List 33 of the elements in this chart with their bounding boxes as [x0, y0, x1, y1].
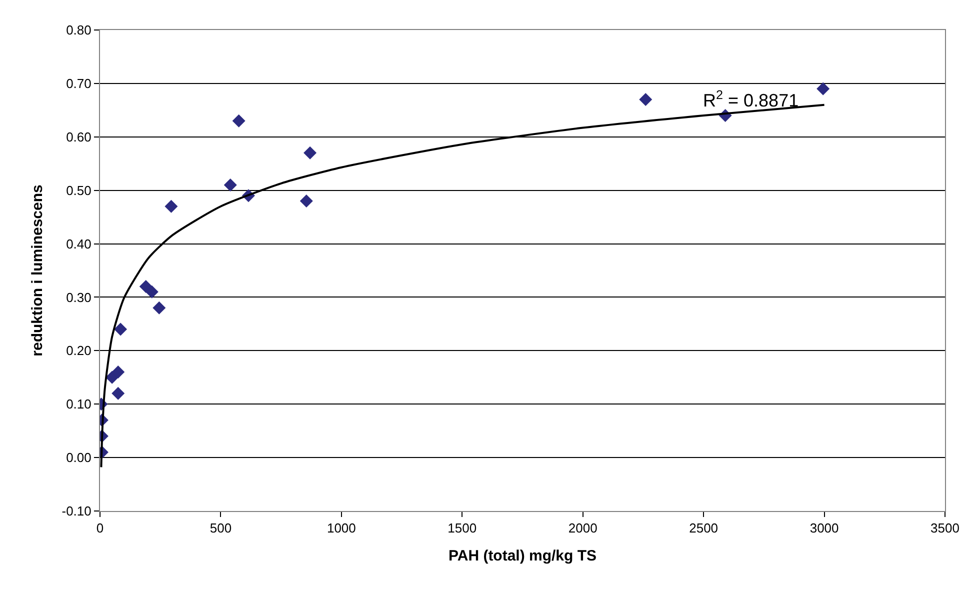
x-tick-label: 3000 [810, 520, 839, 536]
x-tick-label: 500 [210, 520, 232, 536]
y-tick-label: 0.60 [66, 129, 92, 144]
x-tick-label: 0 [96, 520, 104, 536]
point [232, 114, 246, 128]
point [112, 366, 125, 379]
y-tick-label: 0.10 [66, 396, 92, 412]
point [112, 386, 125, 400]
x-axis-title: PAH (total) mg/kg TS [448, 548, 597, 565]
point [816, 82, 830, 96]
y-tick-label: 0.70 [66, 76, 92, 91]
y-tick-label: 0.40 [66, 236, 92, 252]
x-tick-label: 3500 [930, 520, 960, 536]
point [152, 301, 166, 314]
x-tick-label: 1500 [448, 520, 477, 536]
point [304, 146, 317, 160]
point [224, 178, 237, 192]
y-tick-label: 0.20 [66, 343, 92, 358]
y-tick-label: 0.00 [66, 450, 92, 466]
y-tick-label: 0.80 [66, 22, 92, 38]
point [145, 285, 158, 298]
x-tick-label: 1000 [326, 520, 356, 536]
point [164, 200, 178, 213]
y-tick-label: -0.10 [62, 504, 92, 519]
annotation: R$^{2}$ = 0.8871 [703, 88, 799, 111]
point [114, 322, 128, 336]
y-tick-label: 0.30 [66, 290, 92, 305]
x-tick-label: 2000 [568, 520, 598, 536]
point [300, 194, 313, 208]
point [639, 92, 652, 106]
x-tick-label: 2500 [689, 520, 718, 536]
y-tick-label: 0.50 [66, 182, 92, 198]
y-axis-title: reduktion i luminescens [29, 184, 46, 356]
